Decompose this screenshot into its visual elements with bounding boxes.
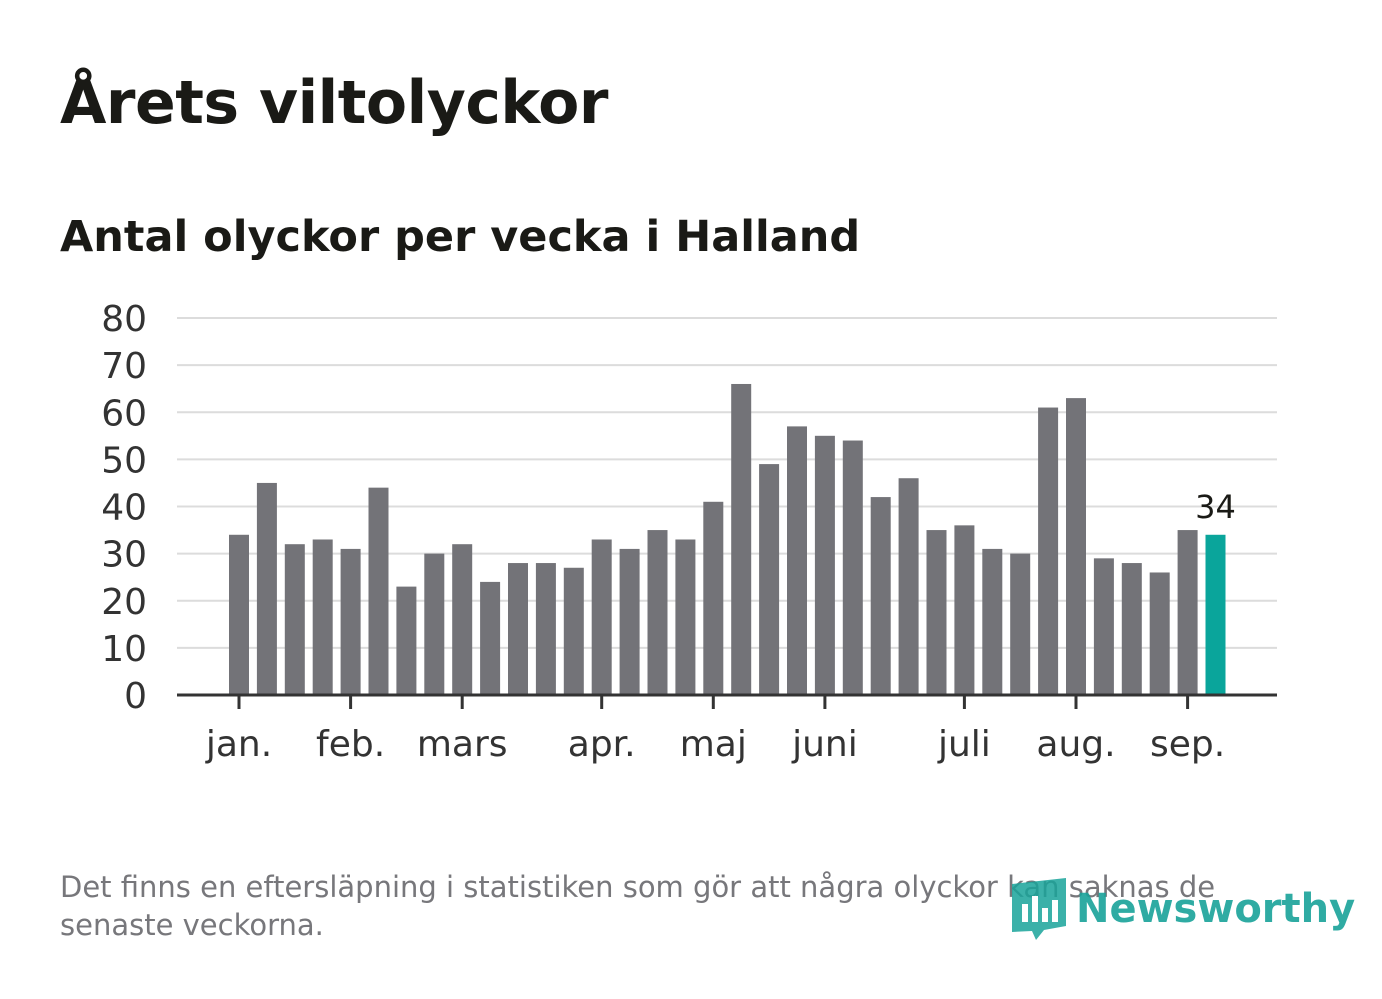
bar xyxy=(982,548,1003,695)
bar xyxy=(1010,553,1031,695)
bar xyxy=(256,482,277,695)
bar xyxy=(787,426,807,695)
y-tick-label: 0 xyxy=(124,676,147,717)
bar xyxy=(1149,572,1170,695)
bar xyxy=(1038,407,1059,695)
bar xyxy=(842,440,863,695)
bar xyxy=(898,478,919,695)
brand-name: Newsworthy xyxy=(1076,886,1356,932)
newsworthy-logo-icon xyxy=(1012,878,1066,940)
bar xyxy=(619,548,640,695)
bar xyxy=(1066,398,1086,695)
bar xyxy=(229,534,249,695)
brand-logo: Newsworthy xyxy=(1010,874,1355,944)
bar xyxy=(368,487,389,695)
bar xyxy=(312,539,333,695)
bar xyxy=(284,544,305,695)
x-tick-label: mars xyxy=(417,724,508,765)
bar xyxy=(424,553,445,695)
bar xyxy=(926,530,947,695)
x-tick-label: sep. xyxy=(1150,724,1225,765)
x-tick-label: aug. xyxy=(1036,724,1115,765)
bar xyxy=(452,544,473,695)
x-tick-label: maj xyxy=(680,724,747,765)
y-tick-label: 60 xyxy=(101,393,147,434)
y-tick-label: 80 xyxy=(101,299,147,340)
x-tick-label: apr. xyxy=(568,724,636,765)
chart-title: Årets viltolyckor xyxy=(60,68,609,138)
bar xyxy=(563,567,584,695)
x-tick-label: jan. xyxy=(205,724,272,765)
chart-subtitle: Antal olyckor per vecka i Halland xyxy=(60,212,861,262)
data-label-current-week: 34 xyxy=(1195,488,1236,526)
bar xyxy=(731,383,752,695)
x-tick-label: juli xyxy=(937,724,991,765)
bar xyxy=(535,563,556,695)
bar xyxy=(591,539,612,695)
bar xyxy=(703,501,724,695)
bar xyxy=(396,586,417,695)
bar-current-week xyxy=(1205,534,1226,695)
x-tick-label: juni xyxy=(791,724,858,765)
bar xyxy=(954,525,975,695)
bar xyxy=(1177,530,1198,695)
bar xyxy=(759,464,780,695)
bar xyxy=(814,435,835,695)
bar xyxy=(508,563,528,695)
x-tick-label: feb. xyxy=(316,724,385,765)
y-tick-label: 20 xyxy=(101,582,147,623)
bar xyxy=(480,581,501,695)
y-tick-label: 50 xyxy=(101,440,147,481)
bar xyxy=(340,548,361,695)
y-tick-label: 30 xyxy=(101,535,147,576)
y-tick-label: 10 xyxy=(101,629,147,670)
bar xyxy=(675,539,696,695)
bar xyxy=(1121,563,1142,695)
bar-chart: 0 10 20 30 40 50 60 70 80 34 jan. feb. mars apr. maj ju… xyxy=(101,299,1277,765)
bar xyxy=(1093,558,1114,695)
bar xyxy=(647,530,668,695)
y-tick-label: 70 xyxy=(101,346,147,387)
y-tick-label: 40 xyxy=(101,488,147,529)
bar xyxy=(870,497,891,695)
